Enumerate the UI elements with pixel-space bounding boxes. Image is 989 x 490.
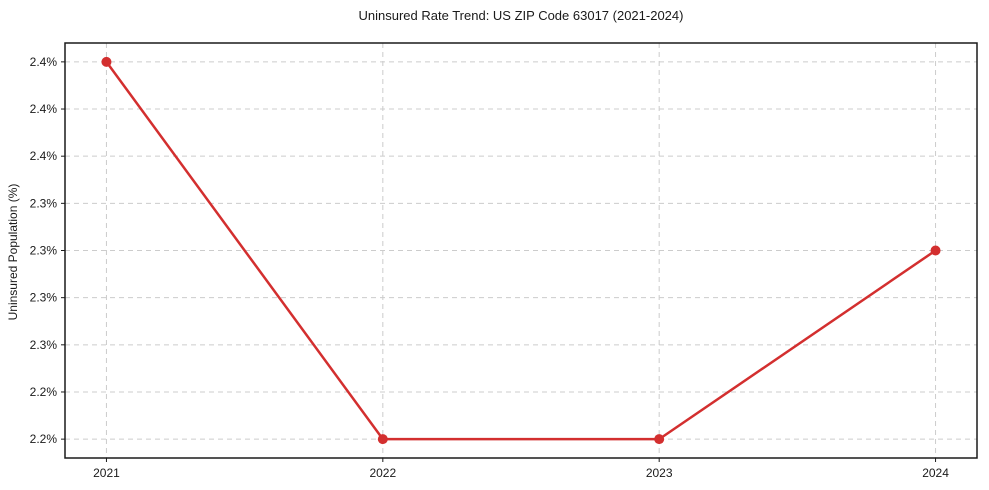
x-tick-label: 2022 (369, 466, 396, 480)
x-tick-label: 2021 (93, 466, 120, 480)
data-point (930, 245, 941, 256)
data-point (654, 434, 665, 445)
x-tick-label: 2024 (922, 466, 949, 480)
y-tick-label: 2.4% (30, 55, 58, 69)
y-tick-label: 2.2% (30, 385, 58, 399)
chart-title: Uninsured Rate Trend: US ZIP Code 63017 … (358, 8, 684, 23)
y-tick-label: 2.2% (30, 432, 58, 446)
x-tick-label: 2023 (646, 466, 673, 480)
trend-line (105, 60, 937, 441)
y-tick-label: 2.4% (30, 149, 58, 163)
y-tick-label: 2.4% (30, 102, 58, 116)
data-point (101, 56, 112, 67)
y-tick-label: 2.3% (30, 196, 58, 210)
y-axis-label-text: Uninsured Population (%) (6, 183, 20, 321)
plot-border (64, 42, 978, 459)
y-tick-label: 2.3% (30, 338, 58, 352)
data-point (377, 434, 388, 445)
y-tick-label: 2.3% (30, 244, 58, 258)
y-tick-label: 2.3% (30, 291, 58, 305)
